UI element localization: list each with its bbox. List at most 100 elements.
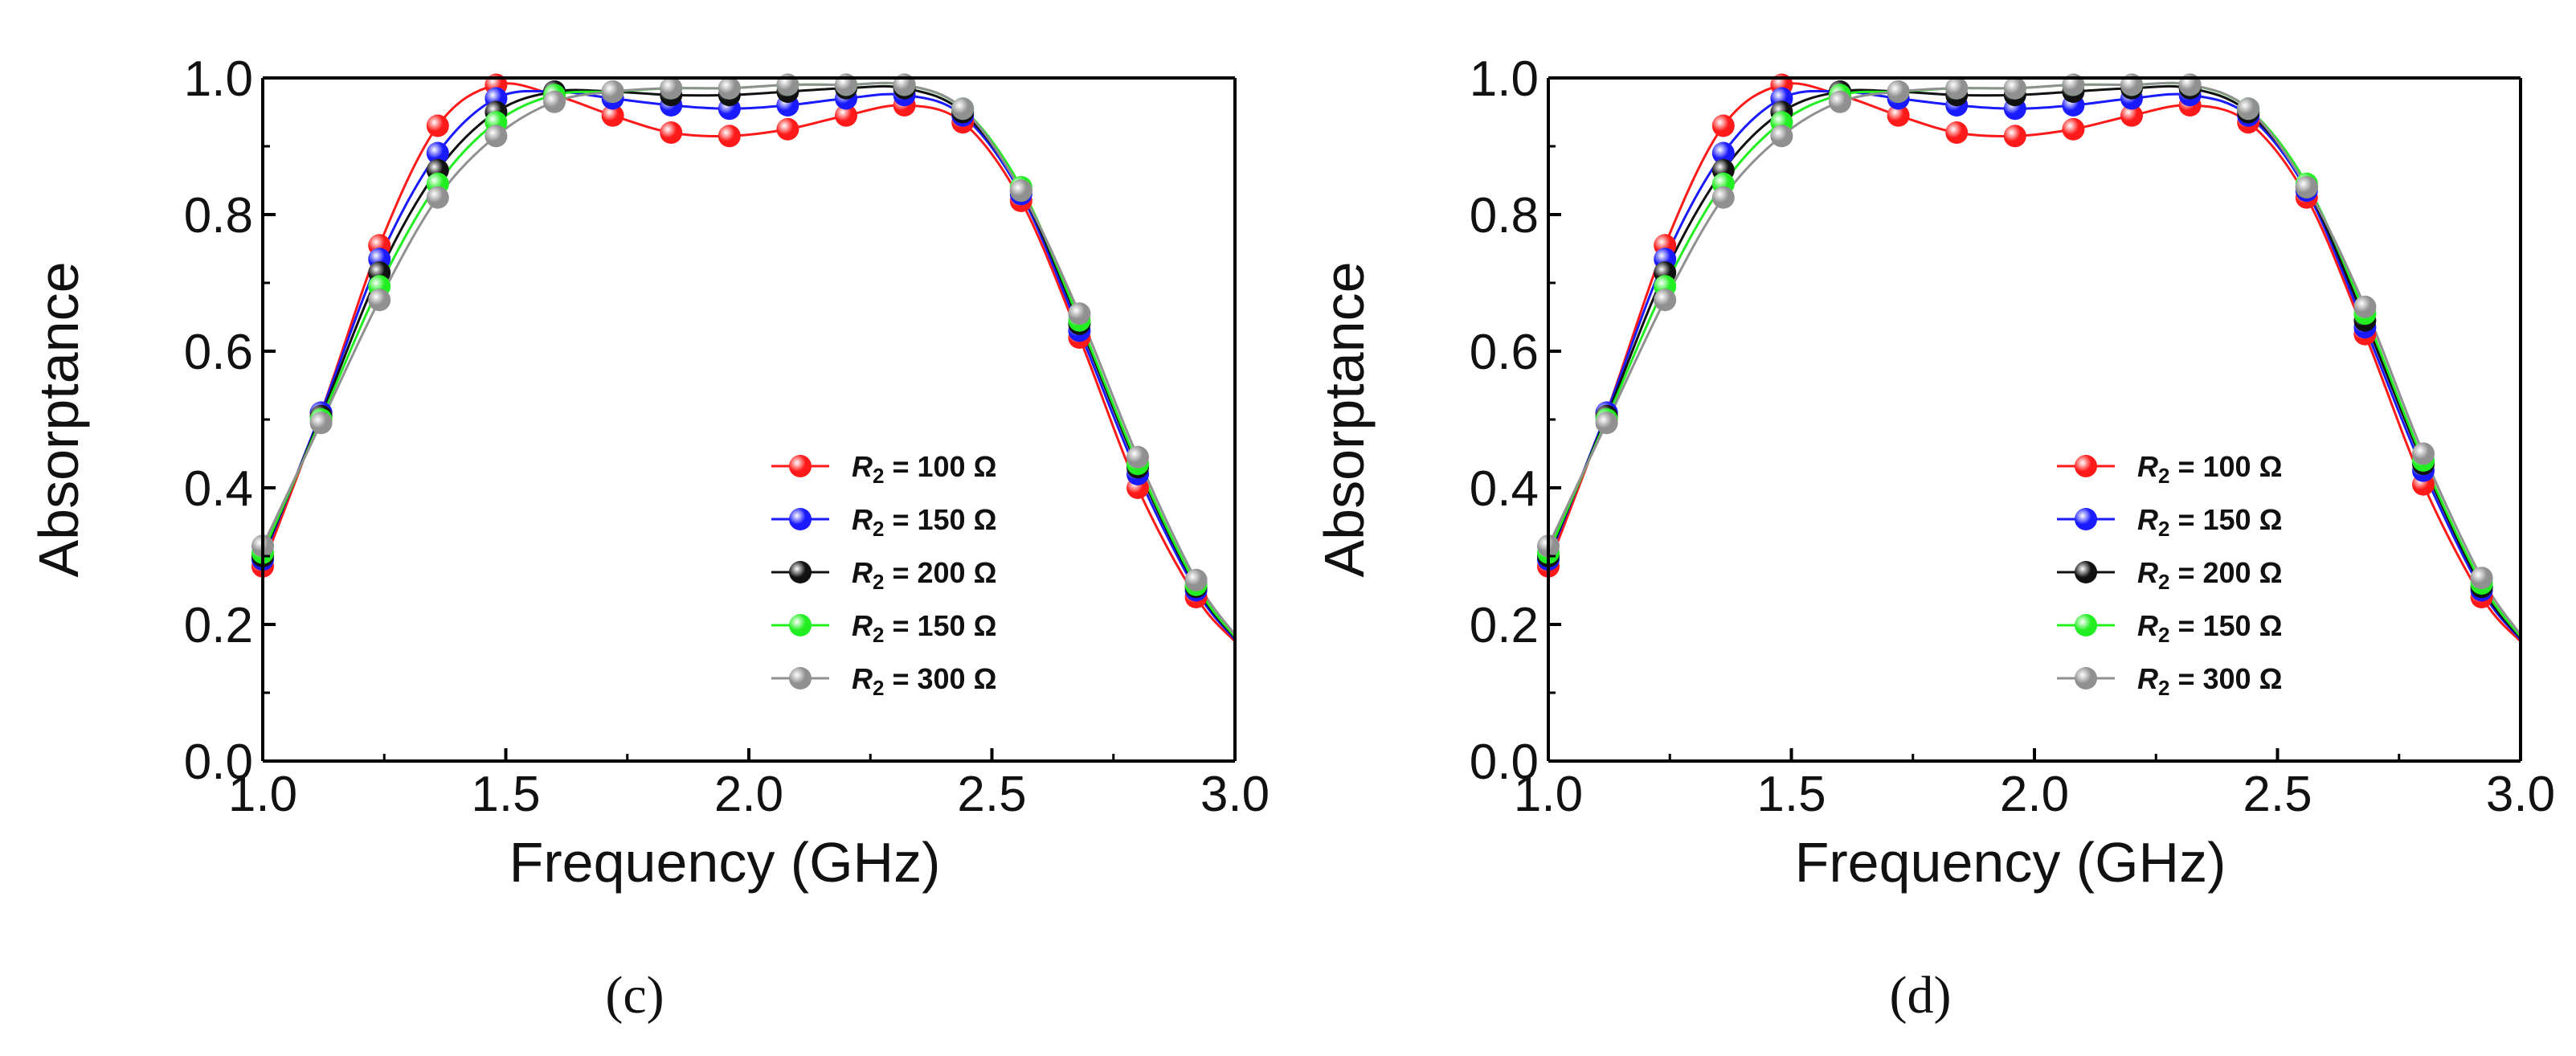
legend-subscript: 2 (2158, 464, 2169, 488)
series-line-1 (1548, 89, 2521, 641)
legend-symbol: R (852, 503, 873, 536)
legend-symbol: R (852, 609, 873, 642)
legend-entry: R2 = 200 Ω (852, 556, 996, 594)
data-point (1595, 411, 1618, 435)
legend-entry: R2 = 150 Ω (852, 503, 996, 541)
legend-marker (2075, 508, 2097, 530)
data-point (426, 186, 449, 209)
data-point (2003, 76, 2026, 100)
data-point (660, 76, 683, 100)
y-tick-label: 1.0 (1470, 51, 1539, 107)
data-point (1711, 114, 1735, 137)
y-tick-label: 0.8 (1470, 188, 1539, 244)
data-point (1184, 568, 1208, 591)
data-point (1829, 90, 1851, 113)
x-axis-title: Frequency (GHz) (1795, 831, 2226, 894)
legend-value: = 100 Ω (2169, 450, 2282, 483)
data-point (1711, 186, 1735, 209)
data-point (1887, 80, 1910, 103)
data-point (1654, 289, 1677, 312)
panel-label: (c) (605, 966, 664, 1025)
data-point (1009, 179, 1032, 203)
legend-entry: R2 = 100 Ω (852, 450, 996, 488)
legend-entry: R2 = 150 Ω (2137, 609, 2282, 647)
y-tick-label: 0.6 (1470, 325, 1539, 380)
y-tick-label: 0.2 (184, 598, 253, 653)
legend-marker (789, 508, 812, 530)
legend-subscript: 2 (2158, 570, 2169, 594)
legend-subscript: 2 (873, 676, 884, 700)
legend-subscript: 2 (2158, 676, 2169, 700)
data-point (2237, 97, 2260, 121)
x-tick-label: 3.0 (1200, 767, 1270, 822)
legend-value: = 150 Ω (884, 609, 996, 642)
x-tick-label: 1.5 (1756, 767, 1826, 822)
legend-symbol: R (2137, 662, 2158, 695)
legend-subscript: 2 (873, 570, 884, 594)
legend-entry: R2 = 150 Ω (852, 609, 996, 647)
data-point (426, 141, 449, 165)
legend-symbol: R (852, 556, 873, 589)
series-line-4 (263, 81, 1235, 636)
data-point (1887, 104, 1910, 127)
chart-panel-c: 1.0 1.5 2.0 2.5 3.0 0.0 0.2 0.4 0.6 0.8 1.0 Frequen… (27, 51, 1270, 1025)
data-point (1945, 76, 1969, 100)
legend-subscript: 2 (873, 517, 884, 541)
data-point (601, 104, 624, 127)
series-line-4 (1548, 81, 2521, 636)
y-tick-label: 0.4 (1470, 461, 1539, 517)
legend-marker (789, 455, 812, 477)
y-axis-title: Absorptance (1313, 261, 1376, 577)
legend-subscript: 2 (2158, 517, 2169, 541)
data-point (2470, 567, 2493, 590)
series-line-2 (1548, 84, 2521, 639)
legend-symbol: R (852, 450, 873, 483)
x-tick-label: 2.5 (957, 767, 1026, 822)
y-tick-label: 1.0 (184, 51, 253, 107)
legend-symbol: R (2137, 556, 2158, 589)
y-tick-label: 0.8 (184, 188, 253, 244)
legend-marker (2075, 614, 2097, 636)
data-point (426, 114, 449, 137)
legend-value: = 150 Ω (2169, 503, 2282, 536)
data-point (951, 97, 975, 121)
y-tick-label: 0.2 (1470, 598, 1539, 653)
y-tick-label: 0.6 (184, 325, 253, 380)
data-point (2353, 295, 2377, 318)
data-point (1945, 121, 1969, 144)
legend-marker (789, 667, 812, 690)
data-point (1770, 125, 1793, 148)
legend-entry: R2 = 100 Ω (2137, 450, 2282, 488)
legend-entry: R2 = 300 Ω (852, 662, 996, 700)
x-tick-label: 2.5 (2243, 767, 2312, 822)
data-point (1068, 302, 1091, 325)
x-tick-label: 3.0 (2486, 767, 2555, 822)
series-line-0 (1548, 82, 2521, 643)
data-point (718, 125, 741, 148)
legend-marker (2075, 455, 2097, 477)
legend-symbol: R (2137, 503, 2158, 536)
legend-entry: R2 = 200 Ω (2137, 556, 2282, 594)
x-axis-title: Frequency (GHz) (509, 831, 941, 894)
legend-symbol: R (2137, 609, 2158, 642)
y-tick-label: 0.0 (1470, 735, 1539, 790)
data-point (2062, 117, 2085, 141)
x-tick-label: 1.0 (1514, 767, 1583, 822)
legend-symbol: R (852, 662, 873, 695)
y-axis-title: Absorptance (27, 261, 90, 577)
data-point (309, 411, 333, 435)
data-point (601, 80, 624, 103)
series-line-2 (263, 84, 1235, 639)
legend-subscript: 2 (2158, 623, 2169, 647)
y-tick-label: 0.4 (184, 461, 253, 517)
legend-value: = 100 Ω (884, 450, 996, 483)
legend-value: = 300 Ω (2169, 662, 2282, 695)
legend-value: = 200 Ω (2169, 556, 2282, 589)
data-point (2120, 104, 2143, 127)
x-tick-label: 1.5 (471, 767, 540, 822)
chart-panel-d: 1.0 1.5 2.0 2.5 3.0 0.0 0.2 0.4 0.6 0.8 1.0 Frequen… (1313, 51, 2555, 1025)
legend-subscript: 2 (873, 464, 884, 488)
legend-value: = 200 Ω (884, 556, 996, 589)
series-line-0 (263, 82, 1235, 643)
